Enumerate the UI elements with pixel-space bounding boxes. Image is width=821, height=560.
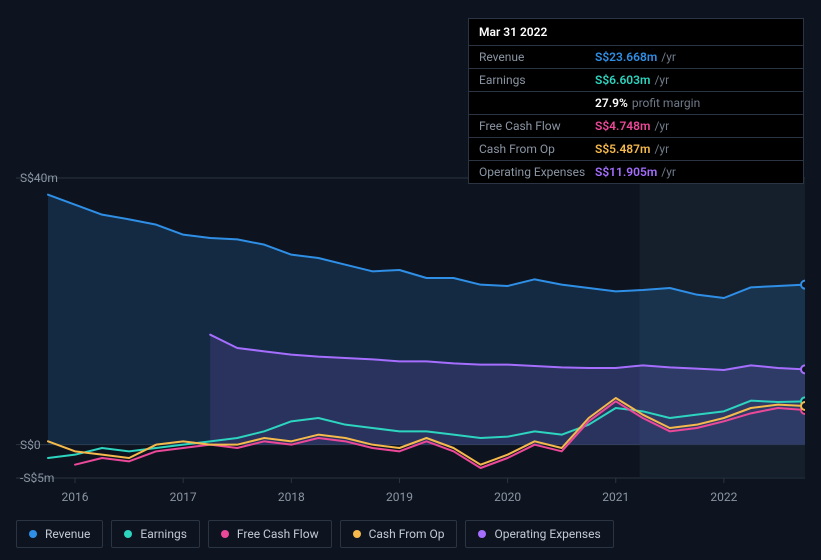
legend-label: Revenue bbox=[45, 527, 90, 541]
tooltip-label: Earnings bbox=[479, 73, 595, 87]
legend-dot-icon bbox=[221, 530, 229, 538]
chart-tooltip: Mar 31 2022 RevenueS$23.668m/yrEarningsS… bbox=[468, 18, 804, 184]
tooltip-label: Free Cash Flow bbox=[479, 119, 595, 133]
legend-item[interactable]: Free Cash Flow bbox=[208, 520, 332, 548]
tooltip-row: Cash From OpS$5.487m/yr bbox=[469, 137, 803, 160]
chart-legend: Revenue Earnings Free Cash Flow Cash From O… bbox=[16, 520, 614, 548]
tooltip-row: 27.9% profit margin bbox=[469, 91, 803, 114]
tooltip-row: Free Cash FlowS$4.748m/yr bbox=[469, 114, 803, 137]
legend-item[interactable]: Cash From Op bbox=[340, 520, 458, 548]
tooltip-row: EarningsS$6.603m/yr bbox=[469, 68, 803, 91]
tooltip-suffix: /yr bbox=[654, 73, 669, 87]
x-axis-label: 2016 bbox=[62, 490, 89, 504]
tooltip-row: Operating ExpensesS$11.905m/yr bbox=[469, 160, 803, 183]
tooltip-row: RevenueS$23.668m/yr bbox=[469, 45, 803, 68]
legend-dot-icon bbox=[29, 530, 37, 538]
tooltip-value: S$6.603m bbox=[595, 73, 650, 87]
legend-label: Operating Expenses bbox=[494, 527, 600, 541]
legend-dot-icon bbox=[353, 530, 361, 538]
chart-plot[interactable]: S$40mS$0-S$5m 20162017201820192020202120… bbox=[16, 160, 805, 500]
y-axis-label: S$0 bbox=[20, 438, 41, 452]
x-axis-label: 2018 bbox=[278, 490, 305, 504]
x-axis-label: 2022 bbox=[710, 490, 737, 504]
tooltip-value: S$5.487m bbox=[595, 142, 650, 156]
legend-item[interactable]: Operating Expenses bbox=[465, 520, 613, 548]
x-axis-label: 2021 bbox=[602, 490, 629, 504]
legend-dot-icon bbox=[478, 530, 486, 538]
tooltip-value: S$4.748m bbox=[595, 119, 650, 133]
legend-item[interactable]: Earnings bbox=[111, 520, 200, 548]
tooltip-suffix: /yr bbox=[654, 142, 669, 156]
legend-item[interactable]: Revenue bbox=[16, 520, 103, 548]
tooltip-value: S$23.668m bbox=[595, 50, 657, 64]
legend-label: Earnings bbox=[140, 527, 187, 541]
tooltip-label: Operating Expenses bbox=[479, 165, 595, 179]
tooltip-suffix: profit margin bbox=[632, 96, 700, 110]
tooltip-suffix: /yr bbox=[654, 119, 669, 133]
tooltip-value: 27.9% bbox=[595, 96, 628, 110]
legend-dot-icon bbox=[124, 530, 132, 538]
tooltip-rows: RevenueS$23.668m/yrEarningsS$6.603m/yr27… bbox=[469, 45, 803, 183]
x-axis-label: 2020 bbox=[494, 490, 521, 504]
legend-label: Cash From Op bbox=[369, 527, 445, 541]
tooltip-value: S$11.905m bbox=[595, 165, 657, 179]
tooltip-suffix: /yr bbox=[661, 50, 676, 64]
tooltip-date: Mar 31 2022 bbox=[469, 19, 803, 45]
y-axis-label: -S$5m bbox=[20, 471, 54, 485]
chart-container: Mar 31 2022 RevenueS$23.668m/yrEarningsS… bbox=[0, 0, 821, 560]
legend-label: Free Cash Flow bbox=[237, 527, 319, 541]
tooltip-label: Cash From Op bbox=[479, 142, 595, 156]
tooltip-suffix: /yr bbox=[661, 165, 676, 179]
x-axis-label: 2017 bbox=[170, 490, 197, 504]
chart-svg bbox=[16, 160, 805, 500]
y-axis-label: S$40m bbox=[20, 171, 58, 185]
x-axis-label: 2019 bbox=[386, 490, 413, 504]
tooltip-label: Revenue bbox=[479, 50, 595, 64]
